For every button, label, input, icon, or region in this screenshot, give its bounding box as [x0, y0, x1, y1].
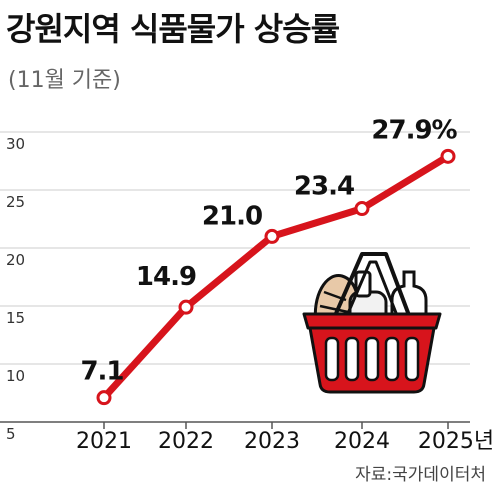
- y-tick-label: 10: [6, 367, 25, 385]
- data-label: 14.9: [136, 262, 196, 292]
- data-label: 21.0: [202, 201, 262, 231]
- x-tick-label: 2025년: [418, 429, 494, 454]
- y-tick-label: 20: [6, 251, 25, 269]
- y-tick-label: 15: [6, 309, 25, 327]
- data-points: [96, 148, 456, 406]
- data-point: [264, 228, 280, 244]
- y-tick-label: 5: [6, 425, 16, 443]
- y-tick-label: 25: [6, 193, 25, 211]
- x-tick-labels: 2021 2022 2023 2024 2025년: [76, 422, 494, 454]
- data-label: 23.4: [294, 172, 354, 202]
- basket-rim: [302, 312, 442, 330]
- source-note: 자료:국가데이터처: [355, 465, 486, 485]
- data-point: [96, 390, 112, 406]
- chart-subtitle: (11월 기준): [8, 68, 121, 93]
- basket-handle: [344, 260, 400, 319]
- x-tick-label: 2023: [244, 429, 300, 454]
- data-point: [354, 201, 370, 217]
- x-tick-label: 2021: [76, 429, 132, 454]
- y-tick-labels: 30 25 20 15 10 5: [6, 135, 25, 443]
- basket-slots: [324, 336, 420, 382]
- x-tick-label: 2024: [334, 429, 390, 454]
- data-point: [178, 299, 194, 315]
- data-point: [440, 148, 456, 164]
- y-tick-label: 30: [6, 135, 25, 153]
- data-label: 7.1: [80, 357, 123, 387]
- grocery-basket-icon: [302, 252, 442, 394]
- data-labels: 7.1 14.9 21.0 23.4 27.9%: [80, 115, 458, 387]
- data-label: 27.9%: [371, 115, 457, 145]
- chart-title: 강원지역 식품물가 상승률: [6, 10, 340, 48]
- x-tick-label: 2022: [158, 429, 214, 454]
- basket-handle: [332, 252, 412, 319]
